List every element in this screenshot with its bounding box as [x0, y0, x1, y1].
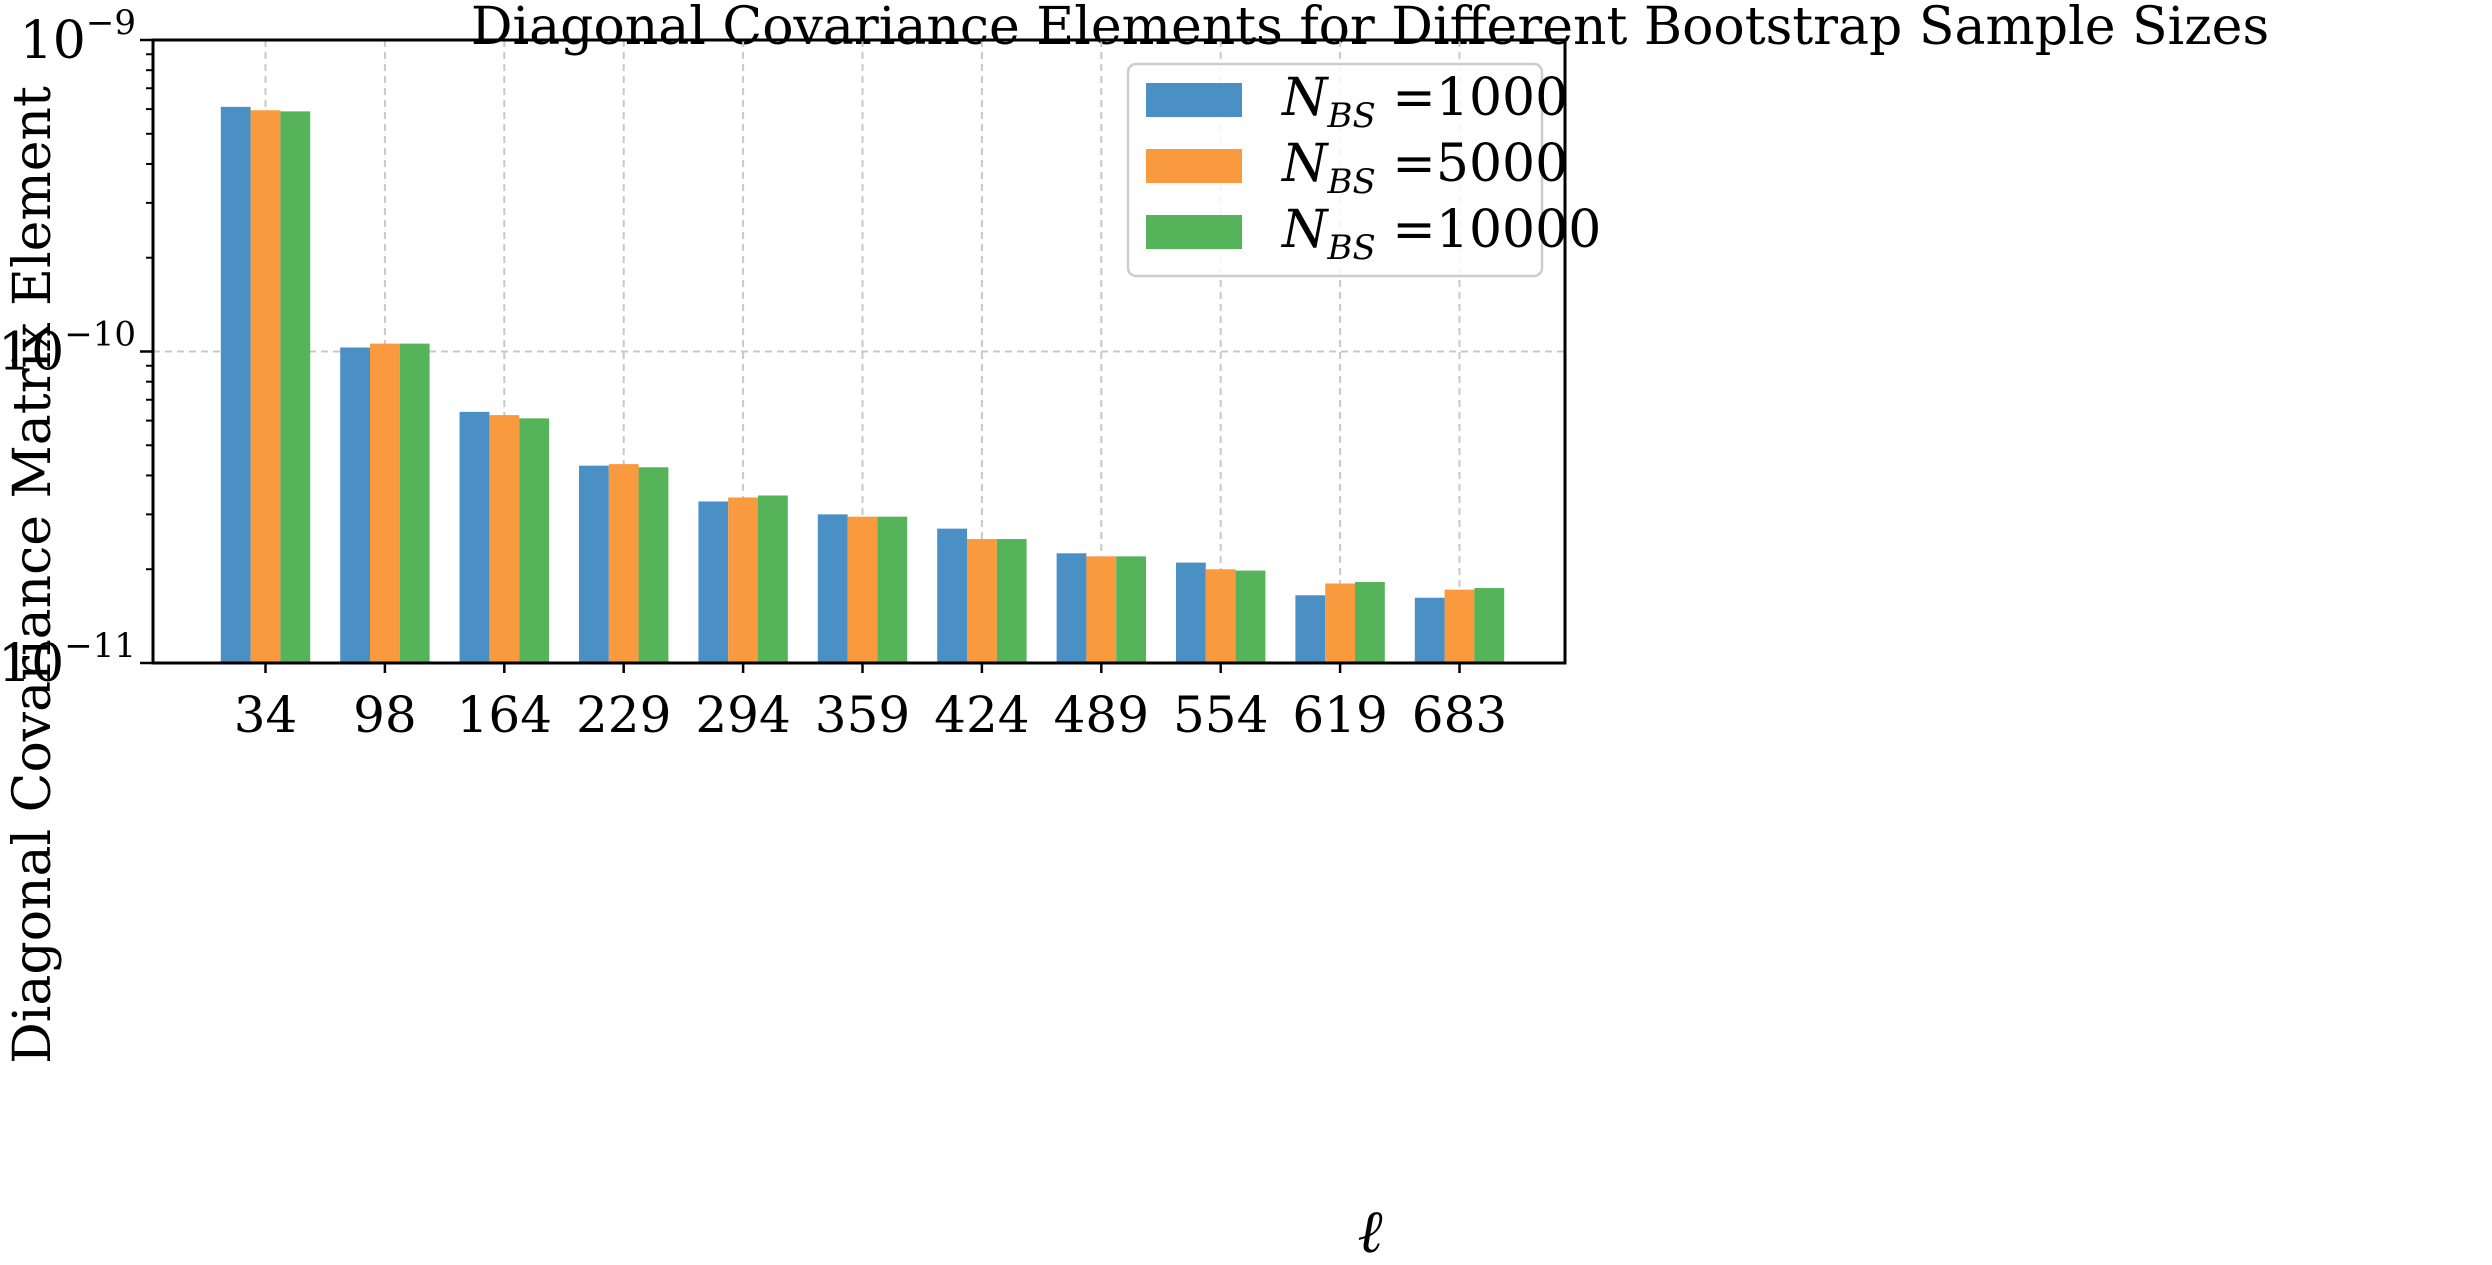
y-tick-label: 10−11 — [0, 626, 136, 694]
legend-entry-label: NBS =5000 — [1280, 134, 1568, 202]
bar — [608, 464, 639, 663]
bar — [579, 465, 609, 663]
bar — [1444, 589, 1475, 663]
bar — [1355, 581, 1385, 663]
bars-group — [220, 106, 1505, 664]
axes: 34 98 164 229 294 359 424 489 554 619 683 10−11 10−1… — [0, 3, 1567, 744]
bar — [1325, 583, 1355, 663]
bar — [1474, 588, 1505, 663]
bar — [1086, 556, 1117, 663]
bar — [1295, 595, 1326, 663]
legend-swatch — [1146, 83, 1242, 117]
x-tick-label: 489 — [1054, 686, 1149, 744]
x-tick-label: 34 — [234, 686, 298, 744]
bar — [847, 516, 878, 663]
bar — [1414, 597, 1445, 663]
y-axis-label: Diagonal Covariance Matrix Element — [3, 86, 63, 1064]
legend-swatch — [1146, 149, 1242, 183]
x-tick-label: 294 — [695, 686, 790, 744]
x-axis-label: ℓ — [1358, 1197, 1383, 1265]
bar — [937, 528, 967, 663]
y-tick-label: 10−9 — [20, 3, 136, 71]
legend-entry-label: NBS =1000 — [1280, 68, 1568, 136]
bar — [728, 497, 758, 663]
bar — [1205, 569, 1236, 663]
bar — [1235, 570, 1266, 663]
bar — [280, 111, 311, 664]
bar — [220, 106, 251, 664]
bar — [370, 343, 400, 663]
bar — [459, 411, 490, 663]
bar — [967, 539, 997, 663]
bar — [877, 516, 908, 663]
x-tick-label: 554 — [1173, 686, 1268, 744]
x-tick-label: 359 — [815, 686, 910, 744]
bar — [758, 495, 788, 663]
chart-title: Diagonal Covariance Elements for Differe… — [471, 0, 2269, 57]
legend-entry-label: NBS =10000 — [1280, 200, 1601, 268]
bar — [340, 347, 370, 663]
bar — [1056, 553, 1087, 663]
bar — [1116, 556, 1146, 663]
bar — [1176, 562, 1206, 663]
bar — [250, 110, 281, 663]
y-tick-label: 10−10 — [0, 315, 136, 383]
bar — [519, 418, 549, 663]
bar — [638, 467, 669, 663]
bar — [996, 539, 1027, 663]
legend-swatch — [1146, 215, 1242, 249]
bar — [399, 343, 430, 663]
bar — [698, 501, 729, 663]
x-tick-label: 424 — [934, 686, 1029, 744]
x-tick-label: 619 — [1292, 686, 1387, 744]
x-tick-label: 98 — [353, 686, 417, 744]
bar — [817, 514, 848, 663]
x-tick-label: 164 — [457, 686, 552, 744]
x-tick-label: 229 — [576, 686, 671, 744]
x-tick-label: 683 — [1412, 686, 1507, 744]
bar — [489, 415, 520, 663]
